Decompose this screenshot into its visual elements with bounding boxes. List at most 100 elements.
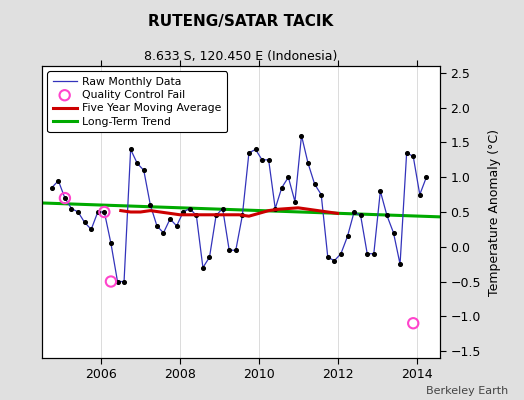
Point — [402, 150, 411, 156]
Five Year Moving Average — [226, 212, 232, 217]
Raw Monthly Data — [140, 168, 147, 173]
Point — [192, 212, 201, 219]
Five Year Moving Average — [216, 212, 223, 217]
Point — [258, 157, 266, 163]
Point — [409, 153, 418, 160]
Five Year Moving Average — [127, 210, 134, 214]
Quality Control Fail — [100, 209, 108, 215]
Point — [297, 132, 305, 139]
Point — [265, 157, 273, 163]
Point — [80, 219, 89, 226]
Raw Monthly Data — [311, 182, 318, 186]
Point — [356, 212, 365, 219]
Point — [152, 223, 161, 229]
Point — [185, 205, 194, 212]
Point — [172, 223, 181, 229]
Point — [212, 212, 220, 219]
Y-axis label: Temperature Anomaly (°C): Temperature Anomaly (°C) — [488, 128, 501, 296]
Point — [389, 230, 398, 236]
Point — [107, 240, 115, 246]
Point — [324, 254, 332, 260]
Raw Monthly Data — [298, 133, 304, 138]
Five Year Moving Average — [266, 208, 272, 213]
Point — [61, 195, 69, 201]
Point — [232, 247, 240, 254]
Raw Monthly Data — [377, 189, 384, 194]
Point — [219, 205, 227, 212]
Point — [252, 146, 260, 153]
Point — [74, 209, 82, 215]
Text: RUTENG/SATAR TACIK: RUTENG/SATAR TACIK — [148, 14, 334, 29]
Five Year Moving Average — [305, 207, 311, 212]
Raw Monthly Data — [49, 185, 55, 190]
Five Year Moving Average — [196, 212, 203, 217]
Point — [159, 230, 168, 236]
Point — [87, 226, 95, 232]
Point — [376, 188, 385, 194]
Point — [205, 254, 214, 260]
Point — [383, 212, 391, 219]
Point — [350, 209, 358, 215]
Raw Monthly Data — [147, 203, 154, 208]
Five Year Moving Average — [167, 211, 173, 216]
Point — [271, 205, 279, 212]
Point — [337, 250, 345, 257]
Point — [343, 233, 352, 240]
Raw Monthly Data — [423, 175, 430, 180]
Point — [278, 184, 286, 191]
Raw Monthly Data — [114, 279, 121, 284]
Point — [166, 216, 174, 222]
Point — [304, 160, 312, 166]
Five Year Moving Average — [117, 208, 124, 213]
Point — [48, 184, 56, 191]
Title: 8.633 S, 120.450 E (Indonesia): 8.633 S, 120.450 E (Indonesia) — [144, 50, 338, 64]
Point — [225, 247, 233, 254]
Point — [238, 212, 246, 219]
Five Year Moving Average — [206, 212, 213, 217]
Five Year Moving Average — [334, 211, 341, 216]
Five Year Moving Average — [246, 214, 252, 218]
Line: Raw Monthly Data: Raw Monthly Data — [52, 136, 427, 282]
Point — [422, 174, 431, 180]
Quality Control Fail — [107, 278, 115, 285]
Point — [310, 181, 319, 187]
Point — [146, 202, 155, 208]
Point — [369, 250, 378, 257]
Five Year Moving Average — [157, 210, 163, 214]
Five Year Moving Average — [187, 212, 193, 217]
Five Year Moving Average — [285, 206, 291, 211]
Point — [133, 160, 141, 166]
Point — [179, 209, 188, 215]
Point — [100, 209, 108, 215]
Point — [113, 278, 122, 285]
Point — [67, 205, 75, 212]
Point — [363, 250, 372, 257]
Five Year Moving Average — [295, 206, 301, 210]
Point — [284, 174, 292, 180]
Raw Monthly Data — [410, 154, 417, 159]
Point — [317, 192, 325, 198]
Five Year Moving Average — [315, 208, 321, 213]
Five Year Moving Average — [236, 212, 242, 217]
Five Year Moving Average — [177, 212, 183, 217]
Point — [396, 261, 404, 267]
Point — [199, 264, 207, 271]
Point — [330, 258, 339, 264]
Five Year Moving Average — [275, 207, 281, 212]
Point — [94, 209, 102, 215]
Text: Berkeley Earth: Berkeley Earth — [426, 386, 508, 396]
Point — [126, 146, 135, 153]
Quality Control Fail — [409, 320, 418, 326]
Five Year Moving Average — [137, 210, 144, 214]
Quality Control Fail — [61, 195, 69, 201]
Legend: Raw Monthly Data, Quality Control Fail, Five Year Moving Average, Long-Term Tren: Raw Monthly Data, Quality Control Fail, … — [47, 72, 227, 132]
Point — [54, 178, 62, 184]
Point — [291, 198, 299, 205]
Point — [245, 150, 253, 156]
Five Year Moving Average — [147, 208, 154, 213]
Raw Monthly Data — [338, 251, 344, 256]
Five Year Moving Average — [325, 210, 331, 214]
Five Year Moving Average — [256, 211, 262, 216]
Line: Five Year Moving Average: Five Year Moving Average — [121, 208, 337, 216]
Point — [120, 278, 128, 285]
